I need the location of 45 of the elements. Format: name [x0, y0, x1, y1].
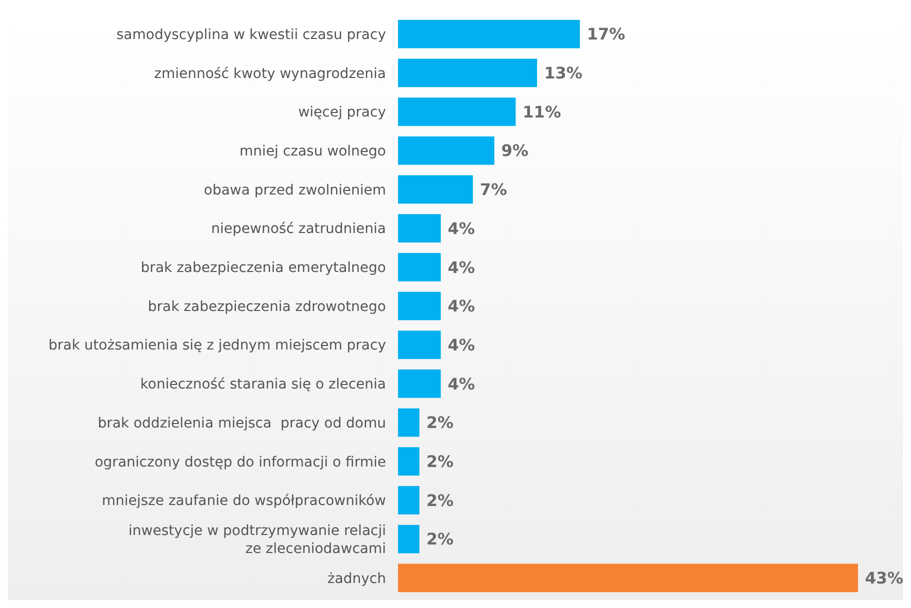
data-label: 2%	[426, 490, 454, 510]
y-tick-label: niepewność zatrudnienia	[211, 221, 386, 238]
data-label: 13%	[544, 64, 582, 83]
data-label: 4%	[448, 335, 475, 354]
y-tick-label: brak oddzielenia miejsca pracy od domu	[98, 415, 386, 432]
y-tick-label: ograniczony dostęp do informacji o firmie	[94, 454, 386, 470]
data-label: 4%	[448, 374, 475, 394]
data-label: 43%	[865, 568, 904, 588]
bar	[398, 252, 441, 282]
data-label: 2%	[426, 413, 454, 432]
bar	[398, 408, 420, 437]
data-label: 11%	[522, 102, 561, 122]
data-label: 17%	[586, 24, 626, 44]
y-tick-label: samodyscyplina w kwestii czasu pracy	[116, 26, 386, 43]
data-label: 4%	[448, 258, 475, 277]
bar	[398, 58, 538, 88]
y-tick-label: obawa przed zwolnieniem	[204, 182, 386, 198]
bar	[398, 564, 858, 592]
bar	[398, 20, 580, 48]
y-tick-label: mniejsze zaufanie do współpracowników	[102, 493, 386, 510]
data-label: 9%	[501, 141, 528, 160]
data-label: 7%	[480, 180, 508, 200]
bar	[398, 330, 441, 360]
y-tick-label: więcej pracy	[298, 104, 386, 121]
bar	[398, 292, 441, 320]
y-tick-label: żadnych	[327, 570, 386, 587]
y-tick-label: brak utożsamienia się z jednym miejscem pracy	[48, 338, 386, 354]
bar	[398, 98, 516, 126]
y-tick-label: brak zabezpieczenia emerytalnego	[140, 260, 386, 276]
bar	[398, 136, 494, 165]
bar	[398, 214, 441, 242]
data-label: 4%	[448, 296, 475, 316]
y-tick-label: zmienność kwoty wynagrodzenia	[154, 66, 386, 82]
data-label: 4%	[448, 218, 475, 238]
bar	[398, 486, 420, 514]
data-label: 2%	[426, 452, 454, 471]
bar	[398, 370, 441, 398]
y-tick-label: konieczność starania się o zlecenia	[140, 376, 386, 393]
data-label: 2%	[426, 530, 454, 549]
bar	[398, 447, 420, 476]
bar	[398, 175, 473, 204]
y-tick-label: brak zabezpieczenia zdrowotnego	[148, 298, 386, 315]
y-tick-label: mniej czasu wolnego	[240, 144, 386, 160]
y-tick-label: inwestycje w podtrzymywanie relacji ze zleceniodawcami	[128, 522, 386, 557]
bar	[398, 524, 420, 554]
